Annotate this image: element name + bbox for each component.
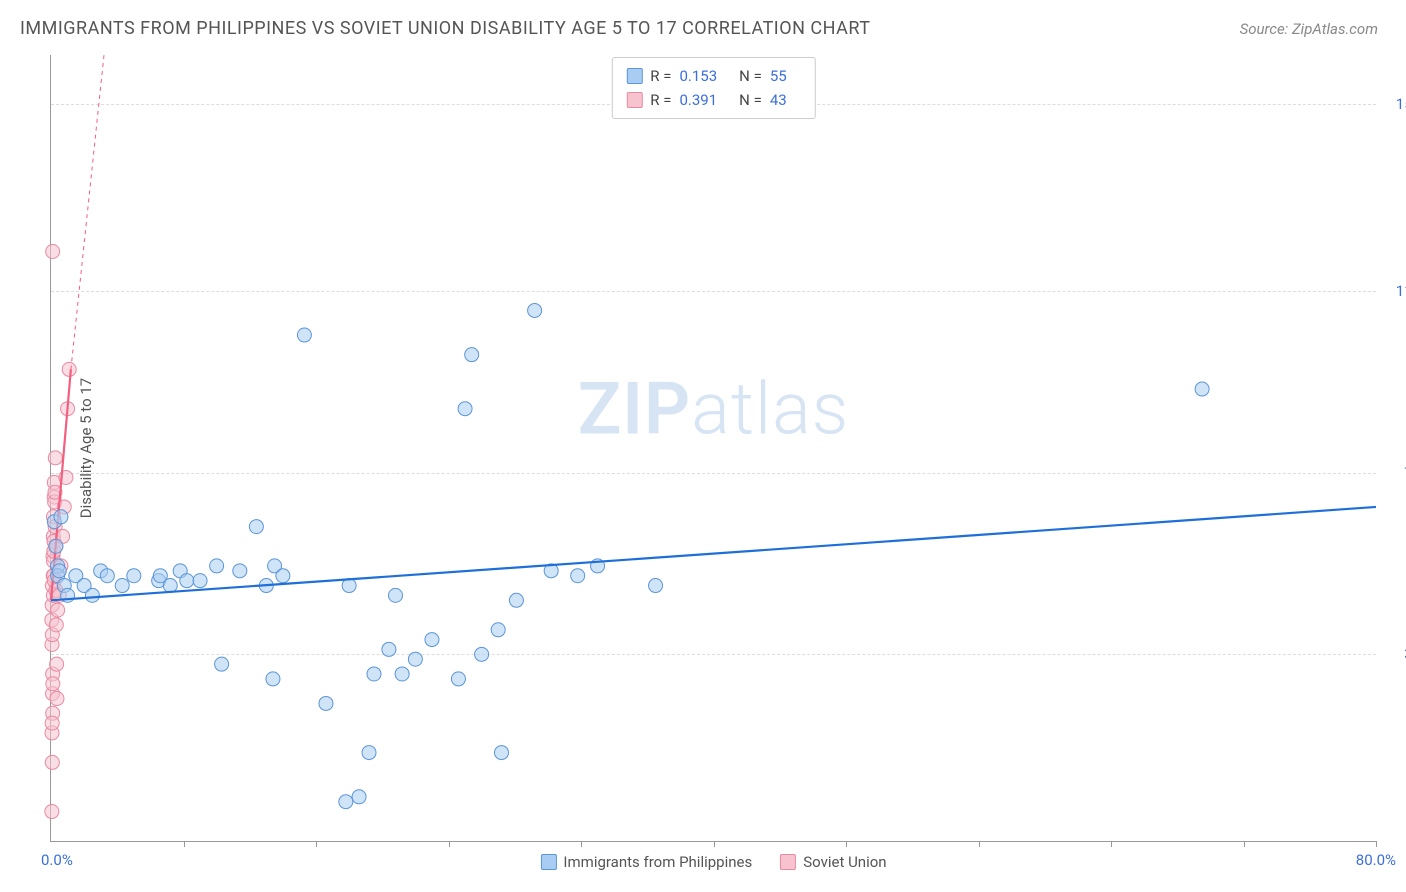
data-point: [45, 755, 59, 769]
data-point: [62, 362, 76, 376]
x-tick: [316, 841, 317, 847]
r-value-soviet: 0.391: [679, 88, 717, 112]
x-tick: [1244, 841, 1245, 847]
data-point: [249, 520, 263, 534]
x-tick: [714, 841, 715, 847]
y-tick-label: 15.0%: [1381, 95, 1406, 113]
x-tick: [1111, 841, 1112, 847]
data-point: [528, 303, 542, 317]
data-point: [51, 603, 65, 617]
data-point: [367, 667, 381, 681]
data-point: [649, 579, 663, 593]
data-point: [54, 510, 68, 524]
data-point: [475, 647, 489, 661]
data-point: [451, 672, 465, 686]
data-point: [46, 245, 60, 259]
legend-series: Immigrants from Philippines Soviet Union: [540, 853, 886, 871]
data-point: [362, 746, 376, 760]
swatch-philippines-icon: [540, 854, 556, 870]
data-point: [458, 402, 472, 416]
legend-stats: R = 0.153 N = 55 R = 0.391 N = 43: [611, 57, 815, 119]
chart-title: IMMIGRANTS FROM PHILIPPINES VS SOVIET UN…: [20, 18, 870, 39]
swatch-philippines-icon: [626, 68, 642, 84]
scatter-plot: [51, 55, 1376, 841]
data-point: [115, 579, 129, 593]
n-value-soviet: 43: [770, 88, 787, 112]
data-point: [352, 790, 366, 804]
data-point: [465, 348, 479, 362]
x-tick: [846, 841, 847, 847]
r-value-philippines: 0.153: [679, 64, 717, 88]
chart-container: IMMIGRANTS FROM PHILIPPINES VS SOVIET UN…: [0, 0, 1406, 892]
data-point: [49, 618, 63, 632]
data-point: [46, 677, 60, 691]
data-point: [49, 539, 63, 553]
data-point: [193, 574, 207, 588]
n-value-philippines: 55: [770, 64, 787, 88]
x-max-label: 80.0%: [1356, 851, 1396, 869]
data-point: [45, 716, 59, 730]
source-label: Source: ZipAtlas.com: [1240, 20, 1378, 38]
data-point: [571, 569, 585, 583]
data-point: [425, 633, 439, 647]
data-point: [233, 564, 247, 578]
x-tick: [979, 841, 980, 847]
data-point: [50, 657, 64, 671]
x-tick: [1376, 841, 1377, 847]
data-point: [408, 652, 422, 666]
legend-item-philippines: Immigrants from Philippines: [540, 853, 752, 871]
data-point: [180, 574, 194, 588]
y-tick-label: 7.5%: [1381, 464, 1406, 482]
trend-line-extension: [71, 55, 104, 369]
r-label: R =: [650, 88, 671, 112]
data-point: [509, 593, 523, 607]
data-point: [382, 642, 396, 656]
trend-line: [51, 507, 1376, 600]
n-label: N =: [739, 88, 762, 112]
x-min-label: 0.0%: [41, 851, 73, 869]
data-point: [100, 569, 114, 583]
legend-row-philippines: R = 0.153 N = 55: [626, 64, 800, 88]
data-point: [45, 805, 59, 819]
data-point: [127, 569, 141, 583]
x-tick: [184, 841, 185, 847]
data-point: [276, 569, 290, 583]
swatch-soviet-icon: [626, 92, 642, 108]
legend-label-philippines: Immigrants from Philippines: [563, 853, 752, 871]
y-tick-label: 3.8%: [1381, 645, 1406, 663]
data-point: [1195, 382, 1209, 396]
data-point: [52, 564, 66, 578]
data-point: [395, 667, 409, 681]
data-point: [339, 795, 353, 809]
legend-row-soviet: R = 0.391 N = 43: [626, 88, 800, 112]
data-point: [48, 451, 62, 465]
legend-item-soviet: Soviet Union: [780, 853, 886, 871]
data-point: [215, 657, 229, 671]
plot-area: Disability Age 5 to 17 ZIPatlas R = 0.15…: [50, 55, 1376, 842]
r-label: R =: [650, 64, 671, 88]
legend-label-soviet: Soviet Union: [803, 853, 886, 871]
data-point: [495, 746, 509, 760]
n-label: N =: [739, 64, 762, 88]
data-point: [491, 623, 505, 637]
data-point: [50, 692, 64, 706]
data-point: [319, 696, 333, 710]
data-point: [210, 559, 224, 573]
data-point: [85, 588, 99, 602]
swatch-soviet-icon: [780, 854, 796, 870]
x-tick: [449, 841, 450, 847]
data-point: [266, 672, 280, 686]
x-tick: [581, 841, 582, 847]
data-point: [297, 328, 311, 342]
y-tick-label: 11.2%: [1381, 282, 1406, 300]
data-point: [389, 588, 403, 602]
